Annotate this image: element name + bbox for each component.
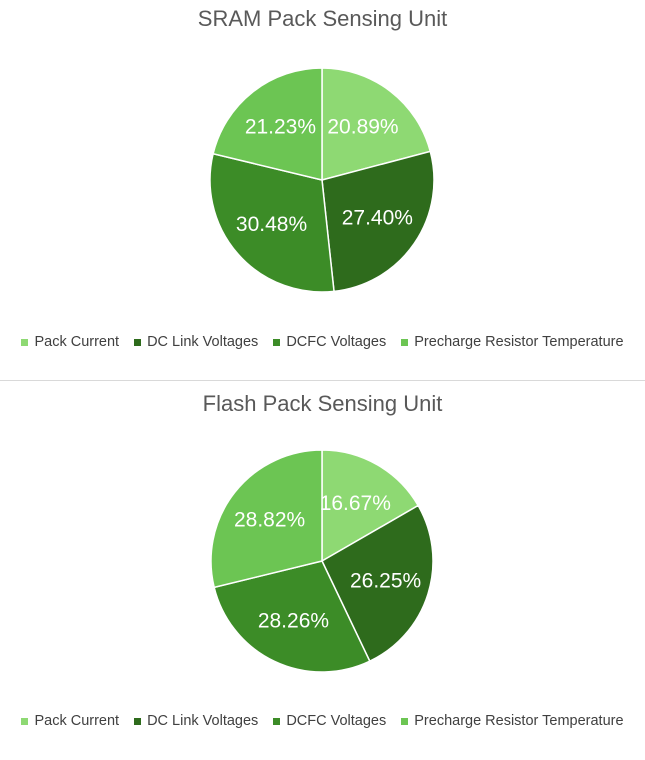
legend-label: Precharge Resistor Temperature (414, 713, 624, 729)
chart-title: SRAM Pack Sensing Unit (197, 6, 448, 31)
pie-slice-dcfc-voltages (213, 560, 371, 673)
data-label-dcfc-voltages: 30.48% (236, 213, 307, 236)
pie-slice-dcfc-voltages (209, 152, 335, 293)
legend-label: DCFC Voltages (286, 713, 387, 729)
legend-item-dc-link-voltages: DC Link Voltages (134, 713, 258, 729)
chart-title: Flash Pack Sensing Unit (202, 391, 443, 416)
data-label-pack-current: 16.67% (320, 492, 391, 515)
data-label-dc-link-voltages: 27.40% (342, 207, 413, 230)
data-label-dc-link-voltages: 26.25% (350, 569, 421, 592)
legend-item-dcfc-voltages: DCFC Voltages (273, 713, 386, 729)
pie-plot-area: 20.89% 27.40% 30.48% 21.23% (209, 67, 435, 293)
legend-label: Precharge Resistor Temperature (414, 334, 624, 350)
pie-slice-pack-current (321, 449, 420, 563)
pie-slice-dc-link-voltages (321, 504, 434, 663)
legend-swatch (401, 338, 409, 346)
pie-slice-precharge-resistor-temperature (212, 67, 323, 181)
sram-pie-chart: SRAM Pack Sensing Unit 20.89% 27.40% 30.48… (0, 6, 645, 350)
pie-slice-pack-current (321, 67, 432, 181)
legend-swatch (401, 717, 409, 725)
pie-slice-dc-link-voltages (321, 150, 435, 293)
legend-label: Pack Current (34, 334, 120, 350)
legend-swatch (134, 717, 142, 725)
legend-label: DC Link Voltages (147, 713, 259, 729)
legend-item-precharge-resistor-temperature: Precharge Resistor Temperature (401, 334, 624, 350)
legend-item-pack-current: Pack Current (21, 713, 119, 729)
chart-legend: Pack Current DC Link Voltages DCFC Volta… (0, 713, 645, 729)
legend-swatch (273, 717, 281, 725)
legend-item-precharge-resistor-temperature: Precharge Resistor Temperature (401, 713, 624, 729)
legend-swatch (273, 338, 281, 346)
legend-item-dcfc-voltages: DCFC Voltages (273, 334, 386, 350)
pie-slice-precharge-resistor-temperature (210, 449, 323, 589)
chart-legend: Pack Current DC Link Voltages DCFC Volta… (0, 334, 645, 350)
legend-item-dc-link-voltages: DC Link Voltages (134, 334, 258, 350)
pie-plot-area: 16.67% 26.25% 28.26% 28.82% (210, 449, 434, 673)
data-label-dcfc-voltages: 28.26% (258, 610, 329, 633)
data-label-precharge-resistor-temperature: 28.82% (234, 508, 305, 531)
legend-swatch (21, 717, 29, 725)
flash-pie-chart: Flash Pack Sensing Unit 16.67% 26.25% 28.2… (0, 381, 645, 760)
data-label-precharge-resistor-temperature: 21.23% (245, 116, 316, 139)
legend-swatch (134, 338, 142, 346)
legend-label: DC Link Voltages (147, 334, 259, 350)
legend-label: DCFC Voltages (286, 334, 387, 350)
legend-label: Pack Current (34, 713, 120, 729)
legend-item-pack-current: Pack Current (21, 334, 119, 350)
legend-swatch (21, 338, 29, 346)
data-label-pack-current: 20.89% (327, 115, 398, 138)
chart-divider (0, 380, 645, 381)
